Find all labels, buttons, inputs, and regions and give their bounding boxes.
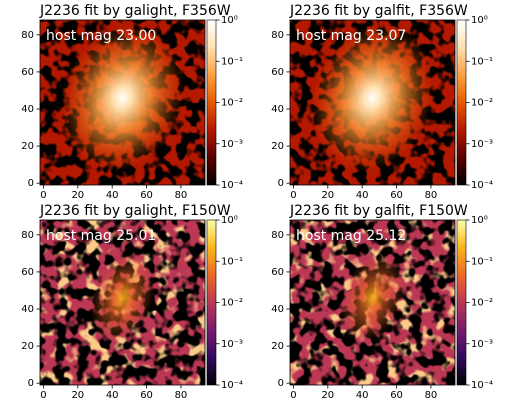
y-tick-label: 0 xyxy=(28,178,34,189)
y-tick-label: 40 xyxy=(271,304,284,315)
colorbar xyxy=(456,19,467,186)
x-tick-label: 40 xyxy=(356,390,369,401)
x-tick-label: 60 xyxy=(140,190,153,201)
annotation: host mag 23.07 xyxy=(296,28,406,44)
colorbar-tick-label: 10⁻³ xyxy=(471,139,493,150)
colorbar-tick-label: 10⁻⁴ xyxy=(471,380,493,391)
image-source xyxy=(60,24,185,172)
annotation: host mag 25.12 xyxy=(296,228,406,244)
colorbar-tick-label: 10⁻² xyxy=(471,298,493,309)
colorbar xyxy=(206,19,217,186)
y-tick-label: 0 xyxy=(28,378,34,389)
y-tick-label: 80 xyxy=(21,230,34,241)
y-tick-label: 20 xyxy=(271,341,284,352)
y-tick-label: 80 xyxy=(271,30,284,41)
y-tick-label: 0 xyxy=(278,178,284,189)
x-tick-label: 0 xyxy=(40,190,46,201)
image-source xyxy=(340,254,405,342)
colorbar-tick-label: 10⁰ xyxy=(221,215,238,226)
image-source xyxy=(90,254,155,342)
x-tick-label: 0 xyxy=(40,390,46,401)
panel-title: J2236 fit by galfit, F150W xyxy=(289,203,468,219)
y-tick-label: 0 xyxy=(278,378,284,389)
x-tick-label: 20 xyxy=(321,390,334,401)
annotation: host mag 23.00 xyxy=(46,28,156,44)
x-tick-label: 40 xyxy=(106,390,119,401)
axes-frame xyxy=(289,219,456,386)
y-tick-label: 60 xyxy=(21,267,34,278)
x-tick-label: 20 xyxy=(71,390,84,401)
x-tick-label: 20 xyxy=(71,190,84,201)
colorbar-tick-label: 10⁻¹ xyxy=(221,256,243,267)
x-tick-label: 60 xyxy=(390,390,403,401)
y-tick-label: 40 xyxy=(271,104,284,115)
annotation: host mag 25.01 xyxy=(46,228,156,244)
colorbar-tick-label: 10⁰ xyxy=(471,15,488,26)
x-tick-label: 0 xyxy=(290,190,296,201)
colorbar-tick-label: 10⁻² xyxy=(221,298,243,309)
colorbar xyxy=(456,219,467,386)
colorbar-tick-label: 10⁰ xyxy=(471,215,488,226)
y-tick-label: 60 xyxy=(271,267,284,278)
x-tick-label: 0 xyxy=(290,390,296,401)
panel-title: J2236 fit by galfit, F356W xyxy=(289,3,468,19)
colorbar-tick-label: 10⁻¹ xyxy=(221,56,243,67)
colorbar xyxy=(206,219,217,386)
colorbar-tick-label: 10⁻⁴ xyxy=(221,180,243,191)
panel-title: J2236 fit by galight, F356W xyxy=(39,3,231,19)
y-tick-label: 20 xyxy=(21,141,34,152)
x-tick-label: 80 xyxy=(175,390,188,401)
image-source xyxy=(310,24,435,172)
image xyxy=(40,20,205,185)
y-tick-label: 80 xyxy=(21,30,34,41)
x-tick-label: 60 xyxy=(390,190,403,201)
y-tick-label: 20 xyxy=(271,141,284,152)
image xyxy=(40,220,205,385)
colorbar-tick-label: 10⁻² xyxy=(471,98,493,109)
colorbar-tick-label: 10⁻³ xyxy=(471,339,493,350)
x-tick-label: 80 xyxy=(175,190,188,201)
x-tick-label: 60 xyxy=(140,390,153,401)
colorbar-tick-label: 10⁻¹ xyxy=(471,56,493,67)
x-tick-label: 80 xyxy=(425,390,438,401)
y-tick-label: 20 xyxy=(21,341,34,352)
colorbar-tick-label: 10⁻² xyxy=(221,98,243,109)
colorbar-tick-label: 10⁻¹ xyxy=(471,256,493,267)
y-tick-label: 60 xyxy=(271,67,284,78)
image xyxy=(290,20,455,185)
y-tick-label: 40 xyxy=(21,104,34,115)
y-tick-label: 40 xyxy=(21,304,34,315)
x-tick-label: 40 xyxy=(356,190,369,201)
x-tick-label: 80 xyxy=(425,190,438,201)
colorbar-tick-label: 10⁻³ xyxy=(221,139,243,150)
y-tick-label: 80 xyxy=(271,230,284,241)
axes-frame xyxy=(289,19,456,186)
image xyxy=(290,220,455,385)
colorbar-tick-label: 10⁻³ xyxy=(221,339,243,350)
y-tick-label: 60 xyxy=(21,67,34,78)
axes-frame xyxy=(39,19,206,186)
colorbar-tick-label: 10⁰ xyxy=(221,15,238,26)
colorbar-tick-label: 10⁻⁴ xyxy=(221,380,243,391)
x-tick-label: 20 xyxy=(321,190,334,201)
x-tick-label: 40 xyxy=(106,190,119,201)
panel-title: J2236 fit by galight, F150W xyxy=(39,203,231,219)
colorbar-tick-label: 10⁻⁴ xyxy=(471,180,493,191)
axes-frame xyxy=(39,219,206,386)
